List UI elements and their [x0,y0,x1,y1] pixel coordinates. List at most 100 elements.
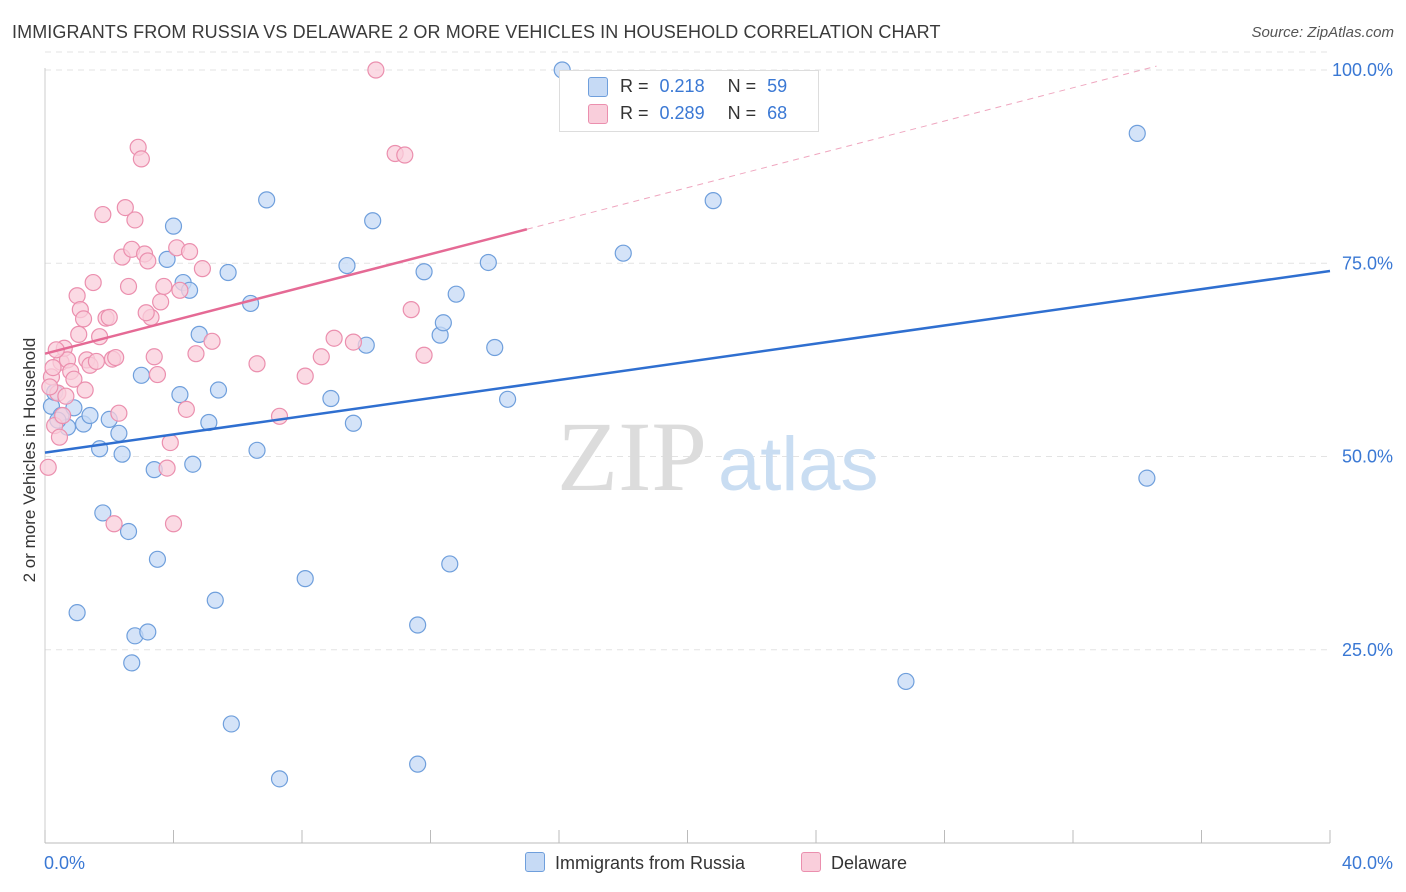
point-russia [409,755,427,773]
point-delaware [50,428,69,446]
point-delaware [116,198,134,217]
legend-row-russia: R = 0.218 N = 59 [620,76,787,97]
point-delaware [177,400,195,418]
point-delaware [132,150,150,168]
point-delaware [139,252,157,270]
point-russia [132,366,150,384]
point-delaware [126,211,144,229]
point-delaware [325,329,343,347]
point-russia [222,715,240,733]
point-russia [270,770,289,788]
point-russia [499,390,517,408]
bottom-legend-swatch-delaware [801,852,821,872]
point-delaware [402,301,420,319]
point-russia [614,244,632,262]
point-delaware [68,287,86,305]
y-tick-label: 75.0% [1342,253,1393,273]
bottom-legend-russia: Immigrants from Russia [525,852,745,874]
bottom-legend-swatch-russia [525,852,545,872]
legend-row-delaware: R = 0.289 N = 68 [620,103,787,124]
x-tick-labels: 0.0% 40.0% [44,853,1393,873]
point-delaware [65,370,83,388]
point-delaware [171,281,189,299]
point-russia [219,263,237,282]
point-delaware [41,378,59,396]
trendline-russia [44,269,1331,454]
point-russia [897,672,915,691]
point-delaware [70,325,88,343]
point-russia [148,550,167,568]
point-russia [184,455,202,473]
y-axis-label: 2 or more Vehicles in Household [20,337,39,583]
chart-title: IMMIGRANTS FROM RUSSIA VS DELAWARE 2 OR … [12,22,941,42]
point-delaware [164,515,183,533]
legend-n-label: N = [727,103,757,123]
trendline-delaware [44,228,528,355]
point-delaware [270,407,289,425]
point-delaware [105,515,123,533]
point-russia [206,591,224,609]
legend-n-value: 59 [767,76,788,96]
point-delaware [87,352,106,371]
legend-swatch-russia [588,77,608,97]
y-tick-labels: 25.0% 50.0% 75.0% 100.0% [1332,60,1393,660]
point-russia [1128,124,1146,142]
point-delaware [312,348,330,366]
x-tick-label-max: 40.0% [1342,853,1393,873]
watermark: ZIP atlas [557,401,879,512]
point-delaware [367,61,385,79]
point-russia [322,389,340,408]
legend-r-label: R = [620,76,649,96]
bottom-legend-label-russia: Immigrants from Russia [555,853,746,873]
legend-n-label: N = [727,76,757,96]
watermark-atlas: atlas [718,422,879,507]
x-ticks [44,830,1331,843]
point-delaware [110,404,128,422]
bottom-legend-label-delaware: Delaware [831,853,908,873]
point-delaware [152,293,170,311]
source-label: Source: ZipAtlas.com [1251,24,1394,41]
y-axis-label-wrap: 2 or more Vehicles in Household [15,300,45,620]
watermark-zip: ZIP [557,401,707,512]
point-russia [139,623,157,641]
point-russia [409,616,427,634]
point-russia [364,212,382,230]
point-russia [258,191,276,209]
point-delaware [54,406,72,425]
point-delaware [44,359,62,377]
legend-r-label: R = [620,103,649,123]
point-russia [338,256,356,275]
point-delaware [119,277,138,296]
point-russia [242,294,260,313]
trendlines [44,65,1331,454]
y-tick-label: 100.0% [1332,60,1393,80]
series-delaware-points [39,61,433,533]
point-delaware [76,381,94,399]
point-russia [296,570,314,588]
point-russia [158,250,176,268]
point-delaware [100,308,118,326]
bottom-legend-delaware: Delaware [801,852,907,874]
point-russia [113,445,131,463]
point-delaware [296,367,314,385]
point-delaware [203,332,221,350]
point-russia [94,504,112,522]
point-russia [486,338,504,357]
point-russia [447,285,465,303]
legend-n-value: 68 [767,103,788,123]
stats-legend: R = 0.218 N = 59 R = 0.289 N = 68 [559,70,819,132]
point-russia [209,381,228,399]
point-russia [344,414,362,432]
point-delaware [158,459,176,477]
point-russia [171,386,189,404]
legend-r-value: 0.218 [659,76,705,96]
point-russia [68,604,86,622]
point-delaware [396,146,414,164]
point-russia [704,192,722,210]
point-delaware [415,346,433,364]
point-delaware [107,348,125,367]
point-delaware [84,273,102,292]
point-russia [81,406,99,425]
point-delaware [155,277,173,296]
